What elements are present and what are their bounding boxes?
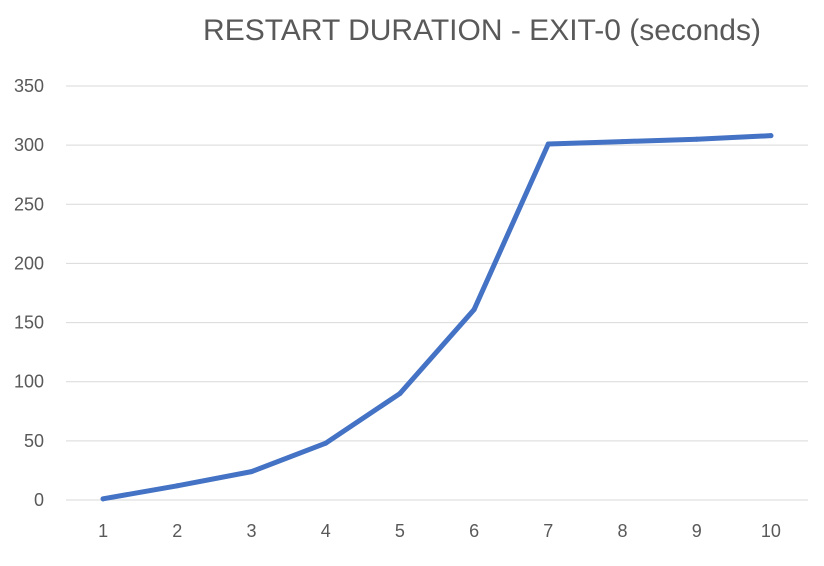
data-point: [694, 136, 700, 142]
x-tick-label: 4: [321, 521, 331, 541]
chart-title: RESTART DURATION - EXIT-0 (seconds): [203, 14, 761, 47]
series-group: [100, 133, 774, 502]
y-axis-tick-labels: 0 50 100 150 200 250 300 350: [14, 76, 44, 510]
x-tick-label: 9: [692, 521, 702, 541]
y-tick-label: 150: [14, 313, 44, 333]
x-tick-label: 7: [543, 521, 553, 541]
x-tick-label: 5: [395, 521, 405, 541]
x-tick-label: 8: [617, 521, 627, 541]
y-tick-label: 250: [14, 194, 44, 214]
data-point: [323, 440, 329, 446]
data-point: [174, 483, 180, 489]
data-point: [471, 307, 477, 313]
data-point: [545, 141, 551, 147]
data-point: [100, 496, 106, 502]
y-tick-label: 350: [14, 76, 44, 96]
y-tick-label: 50: [24, 431, 44, 451]
data-point: [620, 139, 625, 145]
y-tick-label: 300: [14, 135, 44, 155]
x-tick-label: 3: [246, 521, 256, 541]
gridlines: [66, 85, 808, 501]
x-axis-tick-labels: 1 2 3 4 5 6 7 8 9 10: [98, 521, 781, 541]
x-tick-label: 6: [469, 521, 479, 541]
y-tick-label: 100: [14, 372, 44, 392]
x-tick-label: 2: [172, 521, 182, 541]
y-tick-label: 200: [14, 253, 44, 273]
data-point: [249, 469, 254, 475]
series-line-0: [100, 133, 774, 502]
data-point: [768, 133, 774, 139]
data-point: [397, 391, 403, 397]
y-tick-label: 0: [34, 490, 44, 510]
x-tick-label: 10: [761, 521, 781, 541]
x-tick-label: 1: [98, 521, 108, 541]
